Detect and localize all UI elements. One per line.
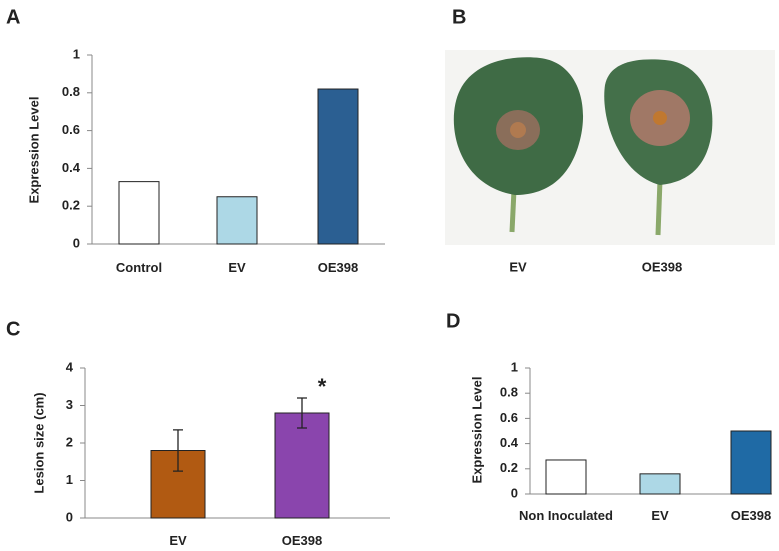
y-tick-label: 0 bbox=[66, 509, 73, 524]
x-tick-label: OE398 bbox=[281, 533, 323, 548]
bar bbox=[545, 459, 587, 495]
y-axis-title: Expression Level bbox=[469, 377, 484, 484]
panel-letter: C bbox=[6, 318, 20, 340]
bar bbox=[118, 181, 160, 245]
y-tick-label: 0.4 bbox=[62, 160, 81, 175]
error-bar bbox=[173, 429, 183, 472]
y-tick-label: 0.2 bbox=[62, 198, 80, 213]
x-tick-label: OE398 bbox=[317, 260, 359, 275]
error-bar bbox=[297, 397, 307, 429]
annotation: * bbox=[318, 374, 327, 399]
y-tick-label: 1 bbox=[511, 359, 518, 374]
y-tick-label: 4 bbox=[66, 359, 74, 374]
x-tick-label: EV bbox=[228, 260, 246, 275]
x-tick-label: EV bbox=[651, 508, 669, 523]
y-tick-label: 0 bbox=[73, 235, 80, 250]
y-tick-label: 2 bbox=[66, 434, 73, 449]
y-axis-title: Expression Level bbox=[26, 97, 41, 204]
photo-caption: OE398 bbox=[642, 259, 682, 274]
y-tick-label: 0.6 bbox=[500, 410, 518, 425]
panel-letter: A bbox=[6, 6, 20, 28]
y-tick-label: 0 bbox=[511, 485, 518, 500]
bar bbox=[317, 88, 359, 245]
photo-caption: EV bbox=[509, 259, 527, 274]
bar bbox=[274, 412, 330, 519]
y-tick-label: 0.2 bbox=[500, 460, 518, 475]
y-tick-label: 1 bbox=[66, 472, 73, 487]
bar bbox=[216, 196, 258, 245]
x-tick-label: EV bbox=[169, 533, 187, 548]
leaf-photo bbox=[445, 50, 775, 245]
bar bbox=[639, 473, 681, 495]
x-tick-label: Control bbox=[115, 260, 163, 275]
panel-letter: B bbox=[452, 6, 466, 28]
bar bbox=[730, 430, 772, 495]
x-tick-label: Non Inoculated bbox=[519, 508, 613, 523]
y-tick-label: 3 bbox=[66, 397, 73, 412]
y-tick-label: 0.8 bbox=[500, 385, 518, 400]
y-tick-label: 1 bbox=[73, 46, 80, 61]
y-tick-label: 0.4 bbox=[500, 435, 519, 450]
y-tick-label: 0.6 bbox=[62, 122, 80, 137]
y-axis-title: Lesion size (cm) bbox=[31, 392, 46, 493]
panel-letter: D bbox=[446, 310, 460, 332]
x-tick-label: OE398 bbox=[730, 508, 772, 523]
y-tick-label: 0.8 bbox=[62, 84, 80, 99]
